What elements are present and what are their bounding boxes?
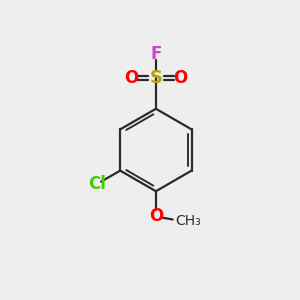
Text: S: S — [149, 69, 162, 87]
Text: Cl: Cl — [88, 175, 106, 193]
Text: O: O — [149, 207, 163, 225]
Text: O: O — [124, 69, 139, 87]
Text: O: O — [173, 69, 187, 87]
Text: F: F — [150, 45, 162, 63]
Text: CH₃: CH₃ — [176, 214, 201, 228]
